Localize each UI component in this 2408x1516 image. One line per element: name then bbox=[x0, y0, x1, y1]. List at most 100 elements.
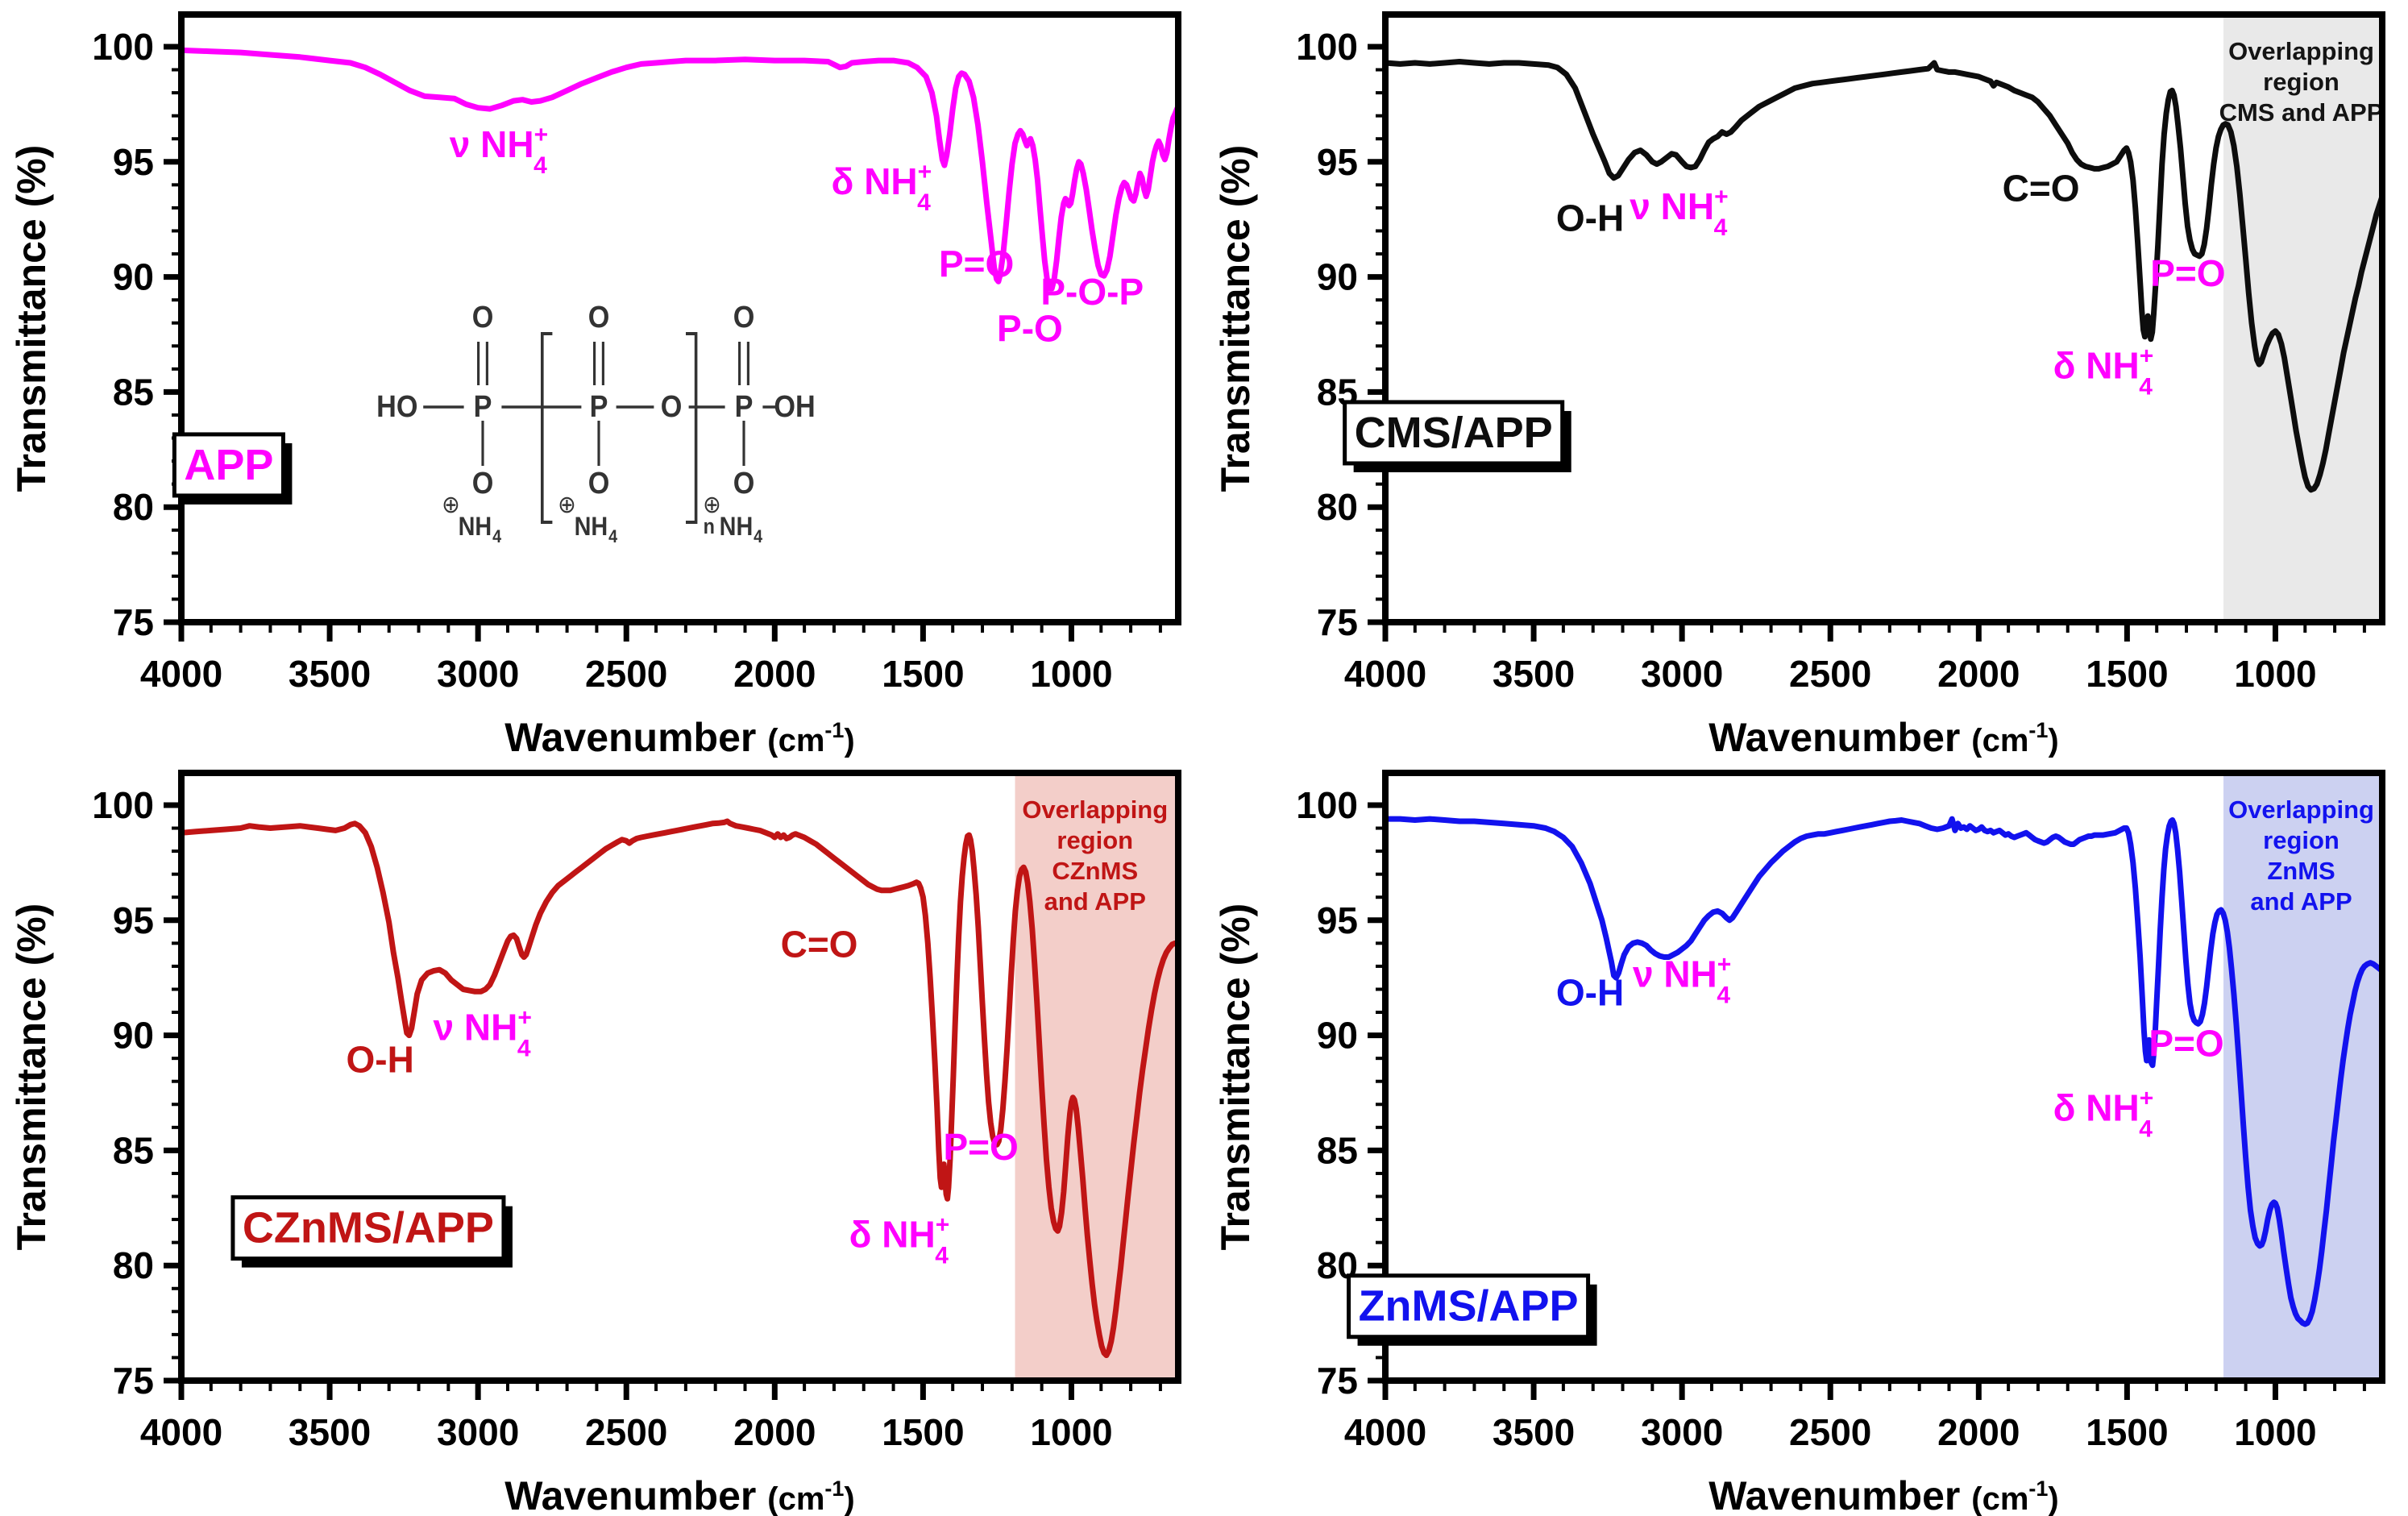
y-tick-label: 95 bbox=[113, 899, 154, 941]
x-tick-label: 2000 bbox=[733, 653, 816, 695]
y-tick-label: 75 bbox=[1317, 601, 1358, 643]
x-tick-label: 3000 bbox=[437, 1411, 519, 1453]
x-tick-label: 4000 bbox=[1344, 653, 1426, 695]
svg-text:P: P bbox=[474, 388, 492, 423]
svg-text:n: n bbox=[704, 516, 715, 538]
panel-znms-app: Overlapping region ZnMS and APP 4000 3500 3000… bbox=[1204, 758, 2408, 1516]
y-tick-label: 80 bbox=[113, 1244, 154, 1286]
peak-annotation: δ NH+ 4 bbox=[849, 1211, 950, 1269]
plot-frame bbox=[178, 770, 1181, 1384]
sample-label-box: CZnMS/APP bbox=[230, 1195, 513, 1268]
peak-annotation: δ NH+ 4 bbox=[2053, 343, 2154, 400]
x-tick-label: 2500 bbox=[585, 1411, 667, 1453]
sample-label-box: CMS/APP bbox=[1343, 400, 1571, 472]
svg-text:O: O bbox=[472, 299, 494, 334]
overlap-region-text: CMS and APP bbox=[2219, 98, 2384, 127]
overlap-region-text: Overlapping bbox=[2228, 795, 2374, 824]
x-tick-label: 3500 bbox=[1493, 1411, 1575, 1453]
peak-annotation: ν NH+ 4 bbox=[434, 1004, 532, 1061]
peak-annotation: δ NH+ 4 bbox=[2053, 1085, 2154, 1142]
svg-text:⊕: ⊕ bbox=[558, 492, 576, 519]
x-tick-label: 1500 bbox=[2086, 653, 2168, 695]
x-tick-label: 4000 bbox=[1344, 1411, 1426, 1453]
svg-text:O: O bbox=[733, 299, 755, 334]
y-axis-title: Transmittance (%) bbox=[1213, 145, 1258, 492]
y-tick-label: 100 bbox=[92, 784, 154, 826]
y-tick-label: 100 bbox=[92, 26, 154, 68]
x-tick-label: 4000 bbox=[140, 1411, 222, 1453]
peak-annotation: P=O bbox=[2150, 252, 2225, 294]
sample-label: CMS/APP bbox=[1355, 409, 1553, 457]
spectrum-curve-app bbox=[185, 47, 1175, 292]
y-axis-title: Transmittance (%) bbox=[9, 903, 54, 1251]
sample-label: CZnMS/APP bbox=[243, 1204, 494, 1252]
x-tick-label: 3000 bbox=[437, 653, 519, 695]
plot-frame bbox=[1382, 11, 2385, 625]
x-tick-label: 1500 bbox=[882, 653, 964, 695]
spectrum-curve-cms bbox=[1389, 59, 2379, 493]
y-tick-label: 90 bbox=[1317, 1015, 1358, 1057]
y-tick-label: 85 bbox=[113, 371, 154, 413]
peak-annotation: O-H bbox=[1556, 971, 1624, 1013]
peak-annotation: C=O bbox=[781, 923, 858, 965]
x-tick-label: 2000 bbox=[1937, 653, 2020, 695]
y-tick-label: 90 bbox=[1317, 256, 1358, 298]
peak-annotation: P-O-P bbox=[1040, 271, 1144, 313]
x-tick-label: 1500 bbox=[882, 1411, 964, 1453]
overlap-region-text: region bbox=[2263, 68, 2339, 96]
y-tick-label: 75 bbox=[113, 1360, 154, 1402]
peak-annotation: O-H bbox=[1556, 197, 1624, 239]
svg-text:NH4: NH4 bbox=[459, 513, 502, 547]
peak-annotation: P=O bbox=[2149, 1022, 2223, 1064]
svg-text:⊕: ⊕ bbox=[703, 492, 721, 519]
x-tick-label: 3000 bbox=[1641, 1411, 1723, 1453]
spectrum-curve-znms bbox=[1389, 816, 2379, 1327]
sample-label: APP bbox=[184, 441, 273, 489]
overlap-region-text: and APP bbox=[2250, 887, 2352, 916]
plot-frame bbox=[1382, 770, 2385, 1384]
peak-annotation: δ NH+ 4 bbox=[832, 159, 932, 216]
x-tick-label: 2500 bbox=[585, 653, 667, 695]
sample-label: ZnMS/APP bbox=[1359, 1282, 1579, 1331]
peak-annotation: O-H bbox=[346, 1038, 413, 1080]
x-axis-title: Wavenumber (cm-1) bbox=[504, 715, 855, 758]
y-tick-label: 75 bbox=[113, 601, 154, 643]
overlap-region-text: Overlapping bbox=[2228, 37, 2374, 65]
x-tick-label: 3500 bbox=[289, 653, 371, 695]
y-tick-label: 80 bbox=[1317, 486, 1358, 528]
panel-cznms-app: Overlapping region CZnMS and APP 4000 3500 300… bbox=[0, 758, 1204, 1516]
plot-frame bbox=[178, 11, 1181, 625]
spectrum-curve-cznms bbox=[185, 818, 1175, 1359]
svg-text:HO: HO bbox=[376, 388, 417, 423]
y-tick-label: 85 bbox=[1317, 1129, 1358, 1171]
y-axis-title: Transmittance (%) bbox=[9, 145, 54, 492]
x-tick-label: 4000 bbox=[140, 653, 222, 695]
x-axis-title: Wavenumber (cm-1) bbox=[1708, 1473, 2059, 1516]
x-axis-title: Wavenumber (cm-1) bbox=[504, 1473, 855, 1516]
x-tick-label: 1000 bbox=[1030, 653, 1112, 695]
y-tick-label: 90 bbox=[113, 1015, 154, 1057]
x-axis-title: Wavenumber (cm-1) bbox=[1708, 715, 2059, 758]
svg-text:O: O bbox=[588, 299, 610, 334]
overlap-region-shade bbox=[2223, 776, 2379, 1377]
peak-annotation: ν NH+ 4 bbox=[1630, 184, 1728, 241]
svg-text:P: P bbox=[590, 388, 608, 423]
overlap-region-text: region bbox=[1057, 826, 1133, 854]
y-tick-label: 85 bbox=[113, 1129, 154, 1171]
peak-annotation: P=O bbox=[939, 243, 1014, 285]
panel-app: HO OH O P O O ⊕ NH4 P O O ⊕ NH4 P O O ⊕ NH4 n 4000 3500 3000 2… bbox=[0, 0, 1204, 758]
peak-annotation: C=O bbox=[2003, 167, 2080, 209]
peak-annotation: P-O bbox=[997, 308, 1063, 350]
x-tick-label: 1000 bbox=[2234, 1411, 2316, 1453]
svg-text:O: O bbox=[588, 465, 610, 500]
y-tick-label: 95 bbox=[1317, 141, 1358, 183]
y-tick-label: 100 bbox=[1296, 26, 1358, 68]
overlap-region-text: region bbox=[2263, 826, 2339, 854]
svg-text:⊕: ⊕ bbox=[442, 492, 460, 519]
